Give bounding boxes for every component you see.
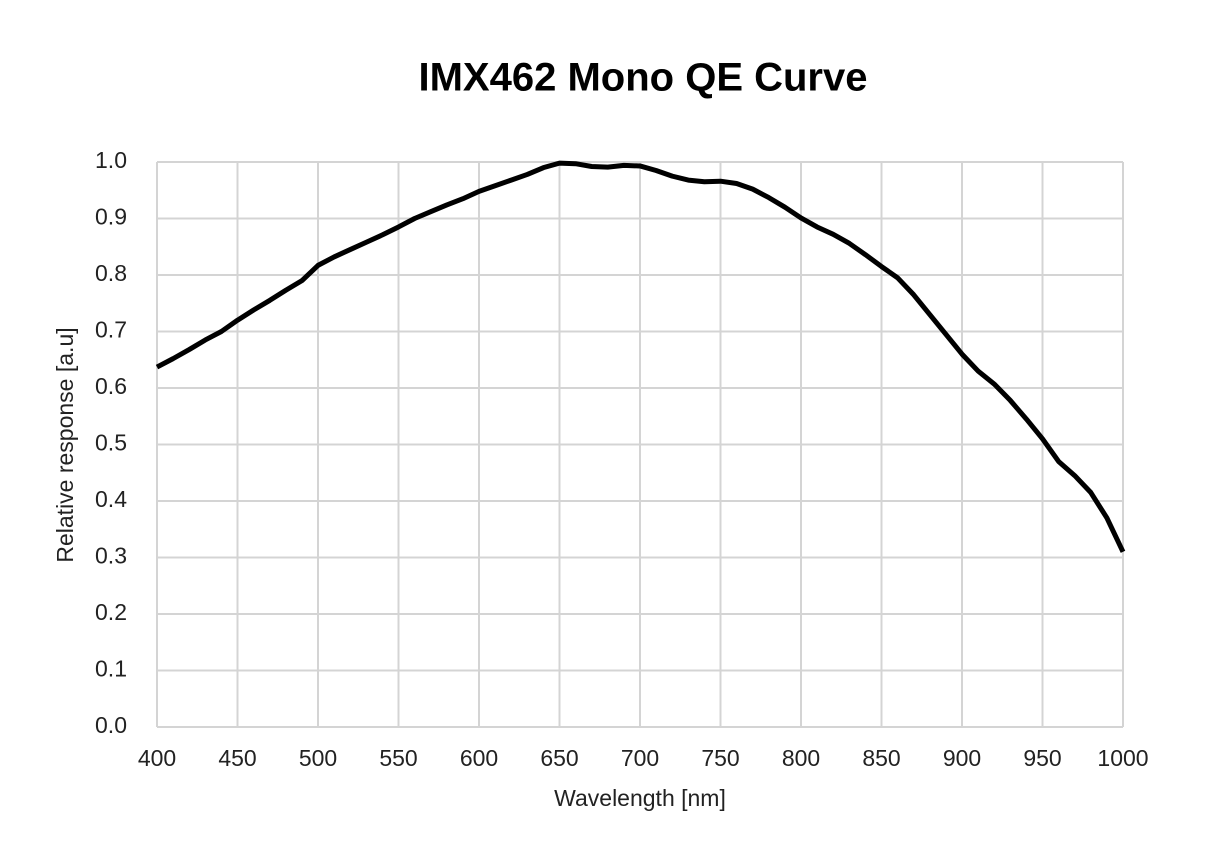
chart-title: IMX462 Mono QE Curve	[419, 56, 868, 100]
x-tick-label: 850	[862, 745, 900, 771]
x-tick-label: 800	[782, 745, 820, 771]
y-tick-label: 0.0	[95, 712, 127, 738]
y-tick-label: 1.0	[95, 147, 127, 173]
x-tick-label: 450	[218, 745, 256, 771]
x-tick-label: 400	[138, 745, 176, 771]
y-tick-label: 0.8	[95, 260, 127, 286]
x-tick-label: 500	[299, 745, 337, 771]
x-tick-label: 900	[943, 745, 981, 771]
x-axis-label: Wavelength [nm]	[554, 785, 726, 811]
x-tick-label: 550	[379, 745, 417, 771]
x-tick-label: 650	[540, 745, 578, 771]
x-tick-label: 750	[701, 745, 739, 771]
x-tick-label: 1000	[1097, 745, 1148, 771]
data-line	[155, 160, 1126, 553]
x-tick-label: 700	[621, 745, 659, 771]
y-tick-label: 0.3	[95, 543, 127, 569]
x-tick-label: 600	[460, 745, 498, 771]
x-tick-label: 950	[1023, 745, 1061, 771]
y-tick-label: 0.9	[95, 204, 127, 230]
y-axis-label: Relative response [a.u]	[52, 327, 78, 562]
y-tick-label: 0.2	[95, 599, 127, 625]
y-tick-label: 0.1	[95, 656, 127, 682]
y-tick-label: 0.4	[95, 486, 127, 512]
y-tick-label: 0.7	[95, 317, 127, 343]
y-tick-label: 0.5	[95, 430, 127, 456]
y-tick-label: 0.6	[95, 373, 127, 399]
